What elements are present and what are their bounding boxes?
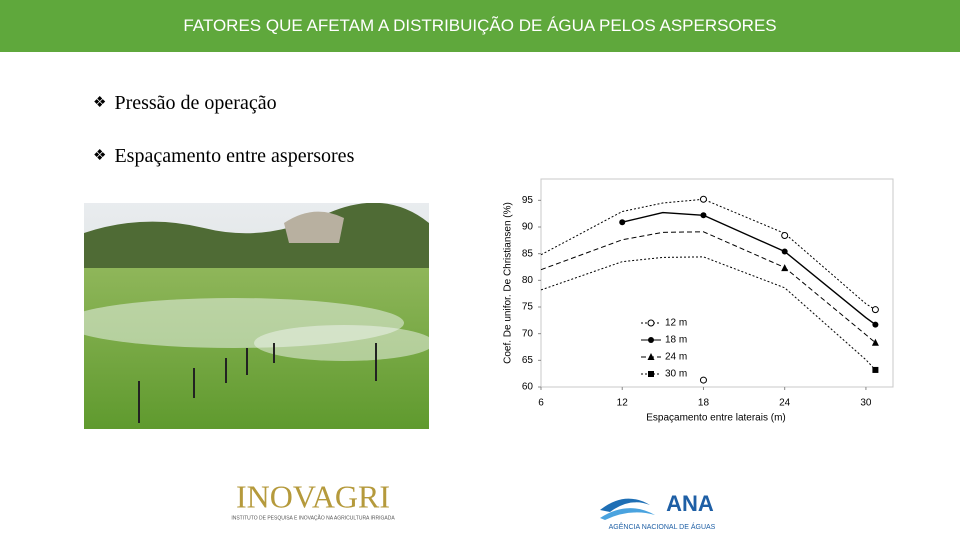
y-tick-label: 70	[522, 328, 534, 339]
y-tick-label: 60	[522, 382, 534, 393]
legend-label: 24 m	[665, 352, 687, 363]
legend-label: 30 m	[665, 369, 687, 380]
data-point	[872, 366, 879, 373]
x-axis-label: Espaçamento entre laterais (m)	[646, 413, 786, 424]
y-tick-label: 65	[522, 355, 534, 366]
logo-text: INOVAGRI	[236, 478, 390, 514]
legend-marker	[647, 353, 655, 360]
data-point	[781, 232, 789, 240]
bullet: Espaçamento entre aspersores	[93, 145, 354, 168]
data-point	[619, 219, 626, 226]
legend-label: 18 m	[665, 335, 687, 346]
logo-subtext: INSTITUTO DE PESQUISA E INOVAÇÃO NA AGRI…	[231, 514, 395, 521]
fit-curve	[540, 198, 876, 311]
plot-frame	[540, 178, 894, 388]
data-point	[699, 195, 707, 203]
legend-label: 12 m	[665, 318, 687, 329]
data-point	[871, 338, 879, 346]
legend-marker	[648, 371, 654, 377]
x-tick-label: 24	[779, 398, 791, 409]
y-tick-label: 75	[522, 302, 534, 313]
data-point	[781, 264, 789, 272]
logo-inovagri: INOVAGRI INSTITUTO DE PESQUISA E INOVAÇÃ…	[231, 478, 395, 521]
slide-title: FATORES QUE AFETAM A DISTRIBUIÇÃO DE ÁGU…	[0, 0, 960, 52]
data-point	[781, 248, 788, 255]
x-tick-label: 18	[698, 398, 710, 409]
x-tick-label: 30	[860, 398, 872, 409]
y-axis-label: Coef. De unifor. De Christiansen (%)	[503, 202, 514, 364]
data-point	[871, 306, 879, 314]
data-point	[699, 376, 707, 384]
data-point	[700, 212, 707, 219]
legend-marker	[648, 337, 654, 343]
logo-text: ANA	[666, 491, 714, 516]
fit-curve	[540, 231, 876, 344]
logo-subtext: AGÊNCIA NACIONAL DE ÁGUAS	[609, 522, 716, 531]
y-tick-label: 85	[522, 248, 534, 259]
fit-curve	[622, 211, 876, 326]
y-tick-label: 80	[522, 275, 534, 286]
legend-marker	[647, 319, 655, 327]
bullet: Pressão de operação	[93, 92, 276, 115]
logo-ana: ANA AGÊNCIA NACIONAL DE ÁGUAS	[600, 491, 716, 531]
y-tick-label: 90	[522, 222, 534, 233]
x-tick-label: 6	[538, 398, 544, 409]
x-tick-label: 12	[617, 398, 629, 409]
y-tick-label: 95	[522, 195, 534, 206]
data-point	[872, 321, 879, 328]
photo	[84, 203, 429, 429]
